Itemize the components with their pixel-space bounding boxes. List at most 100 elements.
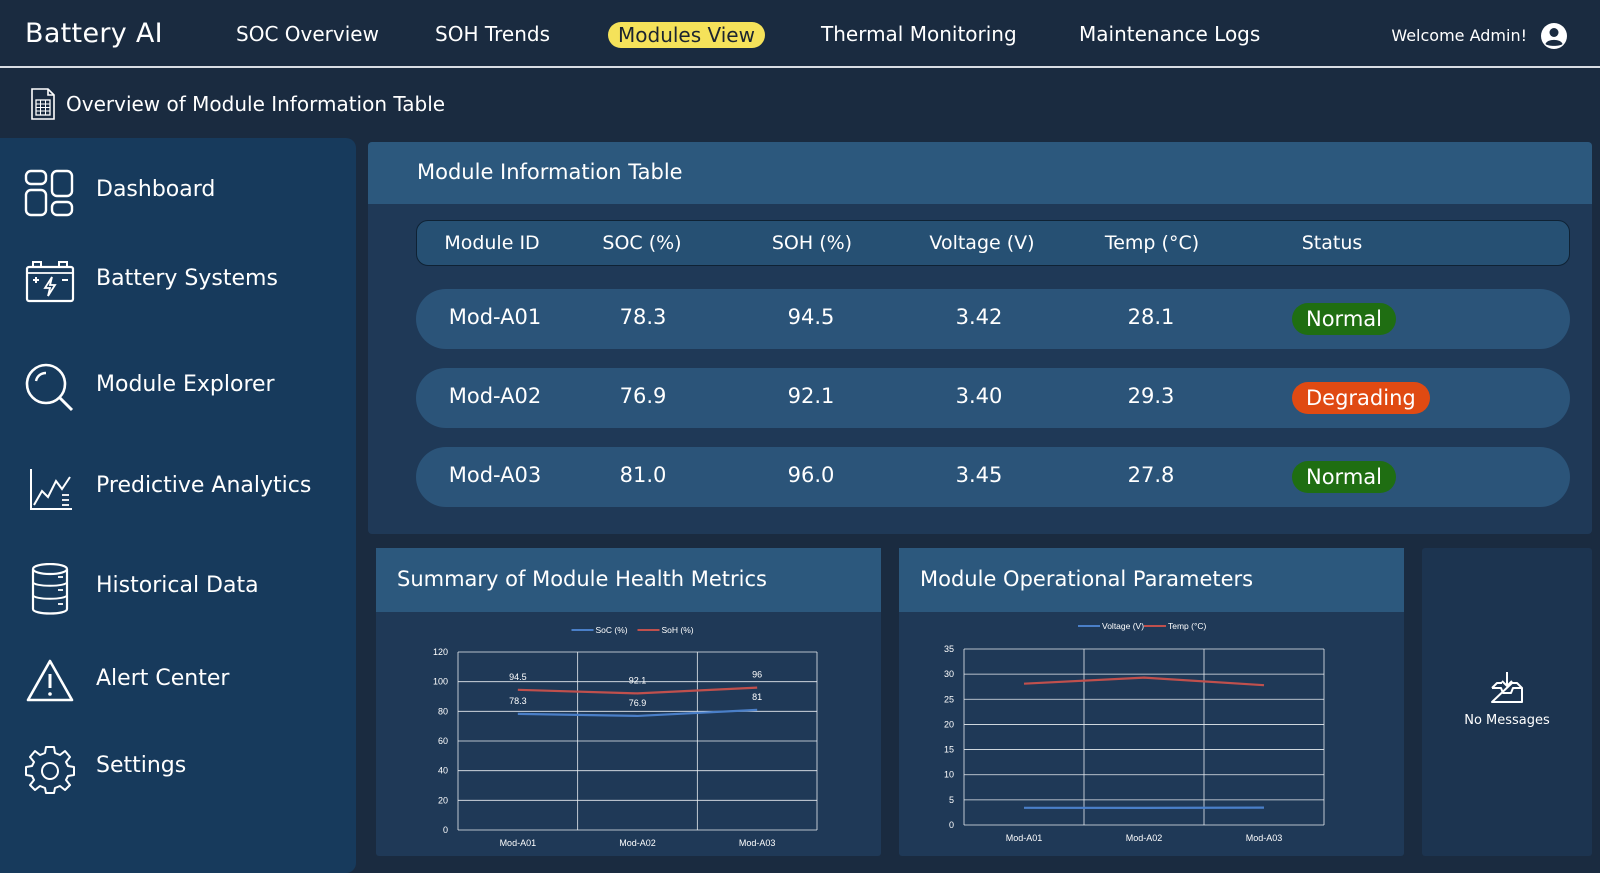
inbox-icon[interactable] bbox=[1489, 670, 1525, 706]
sidebar-item-dashboard[interactable]: Dashboard bbox=[0, 162, 356, 222]
sidebar-item-alert-center[interactable]: Alert Center bbox=[0, 651, 356, 711]
sidebar-item-predictive-analytics[interactable]: Predictive Analytics bbox=[0, 458, 356, 518]
battery-icon bbox=[25, 261, 75, 303]
y-tick-label: 15 bbox=[944, 745, 954, 755]
nav-modules-view[interactable]: Modules View bbox=[608, 22, 765, 48]
y-tick-label: 40 bbox=[438, 766, 448, 776]
column-header-soc[interactable]: SOC (%) bbox=[602, 232, 682, 254]
nav-soh-trends[interactable]: SOH Trends bbox=[435, 22, 550, 46]
y-tick-label: 0 bbox=[949, 820, 954, 830]
sidebar-item-battery-systems[interactable]: Battery Systems bbox=[0, 251, 356, 311]
gear-icon bbox=[25, 746, 75, 794]
module-table-title: Module Information Table bbox=[417, 160, 683, 184]
column-header-module-id[interactable]: Module ID bbox=[444, 232, 540, 254]
module-table-panel: Module Information Table Module ID SOC (… bbox=[368, 142, 1592, 534]
nav-thermal-monitoring[interactable]: Thermal Monitoring bbox=[821, 22, 1017, 46]
status-badge: Normal bbox=[1292, 461, 1396, 493]
cell-module-id: Mod-A03 bbox=[448, 463, 542, 487]
y-tick-label: 0 bbox=[443, 825, 448, 835]
cell-soc: 76.9 bbox=[619, 384, 667, 408]
top-bar: Battery AI SOC Overview SOH Trends Modul… bbox=[0, 0, 1600, 68]
cell-module-id: Mod-A01 bbox=[448, 305, 542, 329]
y-tick-label: 60 bbox=[438, 736, 448, 746]
x-tick-label: Mod-A02 bbox=[1126, 833, 1163, 843]
health-metrics-chart: 0 20 40 60 80 100 120 Mod-A01 Mod-A02 Mod-A03 SoC … bbox=[433, 625, 818, 848]
sidebar-item-label: Battery Systems bbox=[96, 266, 278, 291]
x-tick-label: Mod-A03 bbox=[739, 838, 776, 848]
sub-header: Overview of Module Information Table bbox=[0, 70, 1600, 138]
y-tick-label: 10 bbox=[944, 770, 954, 780]
sidebar-item-label: Dashboard bbox=[96, 177, 216, 202]
column-header-voltage[interactable]: Voltage (V) bbox=[929, 232, 1035, 254]
legend-label: Voltage (V) bbox=[1102, 621, 1144, 631]
no-messages-text: No Messages bbox=[1464, 713, 1550, 728]
sidebar-item-label: Module Explorer bbox=[96, 372, 275, 397]
welcome-text: Welcome Admin! bbox=[1391, 26, 1527, 45]
search-icon bbox=[25, 363, 74, 412]
cell-soc: 81.0 bbox=[619, 463, 667, 487]
table-row[interactable]: Mod-A02 76.9 92.1 3.40 29.3 Degrading bbox=[416, 368, 1570, 428]
column-header-status[interactable]: Status bbox=[1301, 232, 1363, 254]
table-row[interactable]: Mod-A01 78.3 94.5 3.42 28.1 Normal bbox=[416, 289, 1570, 349]
page-title: Overview of Module Information Table bbox=[66, 92, 446, 116]
messages-panel: No Messages bbox=[1422, 548, 1592, 856]
spreadsheet-document-icon bbox=[31, 88, 55, 120]
nav-maintenance-logs[interactable]: Maintenance Logs bbox=[1079, 22, 1261, 46]
user-circle-icon[interactable] bbox=[1540, 22, 1568, 50]
legend-label: Temp (°C) bbox=[1168, 621, 1207, 631]
operational-parameters-title: Module Operational Parameters bbox=[920, 567, 1254, 591]
operational-parameters-chart: 0 5 10 15 20 25 30 35 Mod-A01 Mod-A02 Mod-A03 Volta… bbox=[944, 621, 1325, 843]
y-tick-label: 20 bbox=[944, 719, 954, 729]
data-label: 92.1 bbox=[629, 675, 647, 685]
table-header-row: Module ID SOC (%) SOH (%) Voltage (V) Te… bbox=[416, 220, 1570, 266]
legend-label: SoH (%) bbox=[662, 625, 694, 635]
operational-parameters-panel: Module Operational Parameters 0 5 10 15 20 25… bbox=[899, 548, 1404, 856]
sidebar-item-label: Alert Center bbox=[96, 666, 230, 691]
nav-soc-overview[interactable]: SOC Overview bbox=[236, 22, 379, 46]
cell-temp: 29.3 bbox=[1127, 384, 1175, 408]
health-metrics-header: Summary of Module Health Metrics bbox=[376, 548, 881, 612]
database-icon bbox=[31, 563, 69, 615]
data-label: 81 bbox=[752, 692, 762, 702]
y-tick-label: 20 bbox=[438, 795, 448, 805]
column-header-soh[interactable]: SOH (%) bbox=[771, 232, 853, 254]
cell-soh: 94.5 bbox=[787, 305, 835, 329]
table-row[interactable]: Mod-A03 81.0 96.0 3.45 27.8 Normal bbox=[416, 447, 1570, 507]
x-tick-label: Mod-A01 bbox=[1006, 833, 1043, 843]
operational-parameters-header: Module Operational Parameters bbox=[899, 548, 1404, 612]
health-metrics-panel: Summary of Module Health Metrics 0 20 40 60… bbox=[376, 548, 881, 856]
health-metrics-title: Summary of Module Health Metrics bbox=[397, 567, 767, 591]
dashboard-grid-icon bbox=[24, 169, 74, 217]
legend-label: SoC (%) bbox=[596, 625, 628, 635]
cell-soh: 92.1 bbox=[787, 384, 835, 408]
sidebar-item-module-explorer[interactable]: Module Explorer bbox=[0, 357, 356, 417]
x-tick-label: Mod-A02 bbox=[619, 838, 656, 848]
column-header-temp[interactable]: Temp (°C) bbox=[1104, 232, 1200, 254]
y-tick-label: 80 bbox=[438, 706, 448, 716]
data-label: 96 bbox=[752, 670, 762, 680]
series-line bbox=[517, 686, 758, 695]
sidebar-item-settings[interactable]: Settings bbox=[0, 738, 356, 798]
y-tick-label: 35 bbox=[944, 644, 954, 654]
cell-temp: 28.1 bbox=[1127, 305, 1175, 329]
series-line bbox=[1023, 676, 1265, 687]
y-tick-label: 120 bbox=[433, 647, 448, 657]
warning-icon bbox=[26, 659, 74, 702]
cell-voltage: 3.42 bbox=[955, 305, 1003, 329]
series-line bbox=[517, 708, 758, 718]
cell-temp: 27.8 bbox=[1127, 463, 1175, 487]
y-tick-label: 25 bbox=[944, 694, 954, 704]
y-tick-label: 5 bbox=[949, 795, 954, 805]
x-tick-label: Mod-A01 bbox=[500, 838, 537, 848]
line-chart-icon bbox=[30, 469, 72, 510]
x-tick-label: Mod-A03 bbox=[1246, 833, 1283, 843]
y-tick-label: 30 bbox=[944, 669, 954, 679]
sidebar-item-label: Predictive Analytics bbox=[96, 473, 312, 498]
sidebar-item-label: Settings bbox=[96, 753, 187, 778]
status-badge: Degrading bbox=[1292, 382, 1430, 414]
data-label: 78.3 bbox=[509, 696, 527, 706]
cell-voltage: 3.40 bbox=[955, 384, 1003, 408]
sidebar-item-historical-data[interactable]: Historical Data bbox=[0, 558, 356, 618]
brand-logo[interactable]: Battery AI bbox=[25, 18, 163, 49]
cell-soh: 96.0 bbox=[787, 463, 835, 487]
